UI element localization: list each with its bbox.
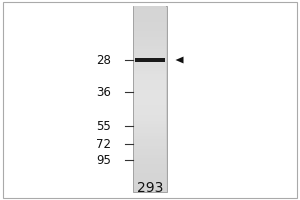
Bar: [134, 152, 166, 155]
Bar: [134, 124, 166, 127]
Bar: [134, 155, 166, 158]
Bar: [134, 164, 166, 167]
Bar: [134, 25, 166, 28]
Bar: [134, 114, 166, 118]
Bar: [134, 62, 166, 65]
Text: 95: 95: [96, 154, 111, 166]
Text: 72: 72: [96, 138, 111, 150]
Bar: [134, 49, 166, 52]
Bar: [134, 180, 166, 183]
Bar: [134, 18, 166, 21]
Bar: [134, 56, 166, 59]
Bar: [134, 186, 166, 189]
Bar: [134, 9, 166, 12]
Bar: [134, 142, 166, 146]
Bar: [134, 105, 166, 108]
Bar: [134, 102, 166, 105]
Bar: [134, 37, 166, 40]
Bar: [134, 133, 166, 136]
Bar: [134, 108, 166, 111]
Bar: [134, 21, 166, 25]
Bar: [134, 84, 166, 87]
Bar: [134, 130, 166, 133]
Bar: [134, 6, 166, 9]
Bar: [134, 127, 166, 130]
Bar: [134, 93, 166, 96]
Bar: [134, 136, 166, 139]
Polygon shape: [176, 57, 184, 63]
Bar: [134, 80, 166, 84]
Bar: [134, 90, 166, 93]
Bar: [134, 12, 166, 15]
Bar: [134, 99, 166, 102]
Text: 293: 293: [137, 181, 163, 195]
Bar: [134, 15, 166, 18]
Bar: [134, 121, 166, 124]
Bar: [134, 149, 166, 152]
Bar: [134, 65, 166, 68]
Bar: [134, 189, 166, 192]
Bar: [134, 68, 166, 71]
Bar: [134, 59, 166, 62]
Bar: [134, 176, 166, 180]
Bar: [134, 146, 166, 149]
Bar: [134, 31, 166, 34]
Bar: [134, 87, 166, 90]
Bar: [134, 52, 166, 56]
Bar: [135, 58, 165, 62]
Bar: [134, 183, 166, 186]
Bar: [134, 111, 166, 114]
Bar: [134, 173, 166, 176]
Text: 55: 55: [96, 119, 111, 132]
Bar: [134, 118, 166, 121]
Bar: [134, 46, 166, 49]
Bar: [134, 77, 166, 80]
Bar: [134, 167, 166, 170]
Bar: [134, 43, 166, 46]
Bar: [134, 170, 166, 173]
Bar: [134, 71, 166, 74]
Bar: [133, 6, 167, 192]
Text: 36: 36: [96, 86, 111, 98]
Bar: [134, 34, 166, 37]
Bar: [134, 139, 166, 142]
Bar: [134, 161, 166, 164]
Bar: [134, 96, 166, 99]
Bar: [134, 74, 166, 77]
Bar: [134, 158, 166, 161]
Bar: [134, 40, 166, 43]
Bar: [134, 28, 166, 31]
Text: 28: 28: [96, 53, 111, 66]
